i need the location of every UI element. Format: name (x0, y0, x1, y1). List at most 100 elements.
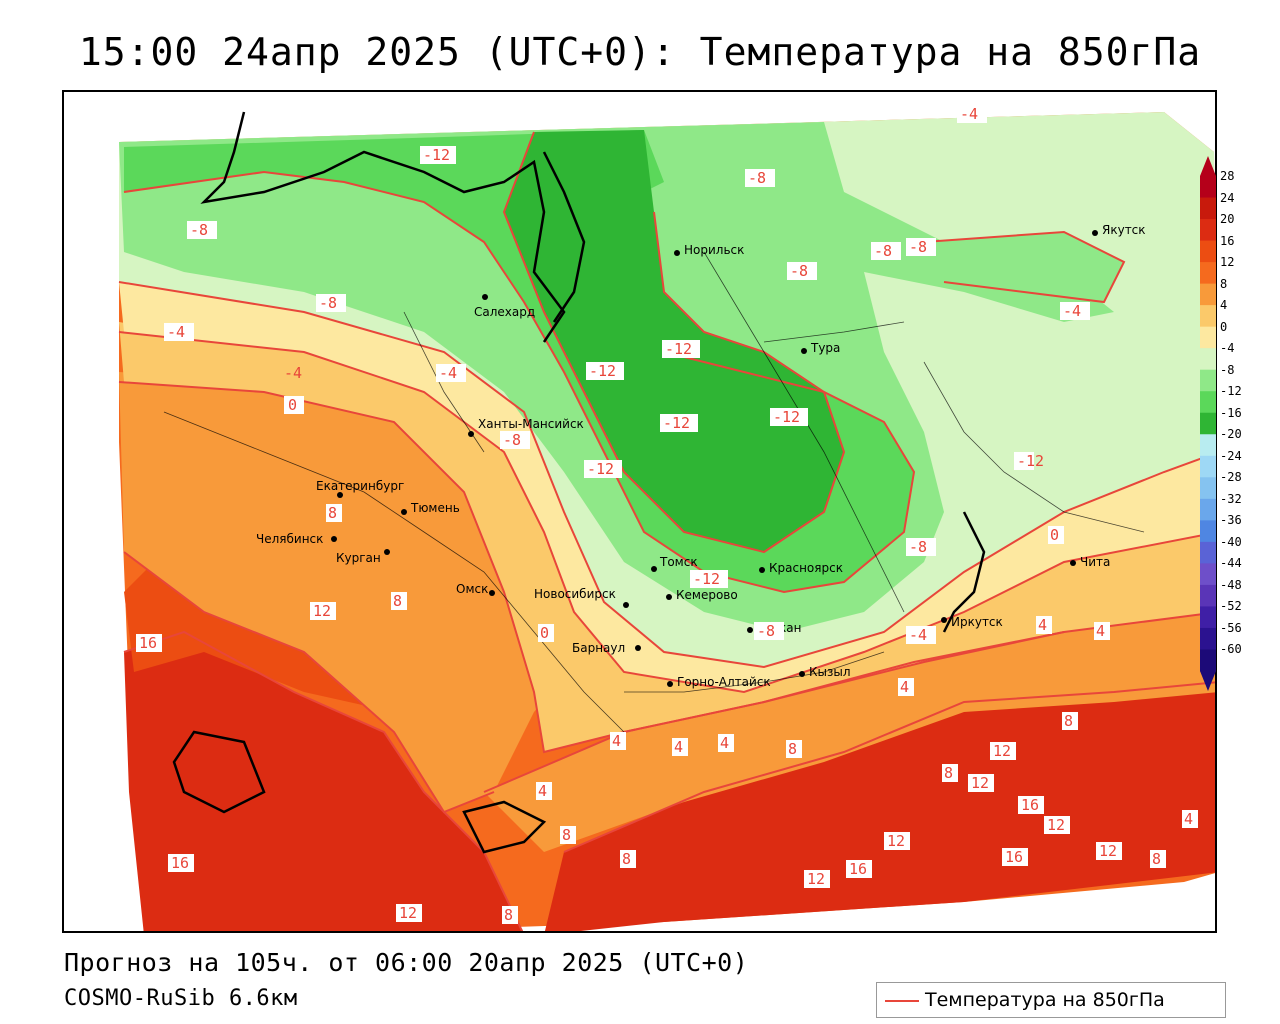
svg-text:Кызыл: Кызыл (809, 665, 851, 679)
isotherm-labels: -12 -4 -8 -8 -8 -8 -8 -8 -4 -4 -4 0 -8 -… (136, 105, 1198, 924)
svg-text:16: 16 (1005, 848, 1023, 866)
svg-text:Барнаул: Барнаул (572, 641, 625, 655)
iso-label: 12 (990, 742, 1016, 760)
city-yakutsk: Якутск (1092, 223, 1146, 237)
svg-text:-8: -8 (909, 238, 927, 256)
svg-text:-8: -8 (503, 431, 521, 449)
svg-text:16: 16 (139, 634, 157, 652)
svg-text:12: 12 (313, 602, 331, 620)
scale-swatch (1200, 606, 1216, 629)
iso-label: 4 (536, 782, 552, 800)
iso-label: 12 (310, 602, 336, 620)
svg-text:8: 8 (944, 764, 953, 782)
svg-text:4: 4 (538, 782, 547, 800)
svg-text:4: 4 (720, 734, 729, 752)
scale-swatch (1200, 176, 1216, 199)
iso-label: -8 (187, 221, 217, 239)
svg-text:8: 8 (1064, 712, 1073, 730)
svg-text:12: 12 (1099, 842, 1117, 860)
city-markers: Норильск Якутск Салехард Тура Ханты-Манс… (256, 223, 1146, 689)
scale-tick-label: -4 (1220, 341, 1235, 356)
iso-label: 4 (1094, 622, 1110, 640)
scale-tick-label: 28 (1220, 169, 1235, 183)
svg-text:Норильск: Норильск (684, 243, 744, 257)
scale-arrow-top (1200, 156, 1216, 176)
svg-text:-12: -12 (665, 340, 692, 358)
svg-text:Салехард: Салехард (474, 305, 535, 319)
iso-label: 8 (502, 906, 518, 924)
page-title: 15:00 24апр 2025 (UTC+0): Температура на… (78, 30, 1202, 74)
svg-text:-12: -12 (663, 414, 690, 432)
iso-label: -4 (1060, 302, 1090, 320)
svg-text:Ханты-Мансийск: Ханты-Мансийск (478, 417, 584, 431)
iso-label: 12 (1044, 816, 1070, 834)
field-light-green-east (924, 232, 1124, 302)
svg-text:8: 8 (622, 850, 631, 868)
iso-label: 12 (1096, 842, 1122, 860)
forecast-info: Прогноз на 105ч. от 06:00 20апр 2025 (UT… (64, 948, 749, 977)
city-novosibirsk: Новосибирск (534, 587, 629, 608)
iso-label: 4 (718, 734, 734, 752)
iso-label: 12 (396, 904, 422, 922)
svg-text:-4: -4 (167, 323, 185, 341)
svg-text:Курган: Курган (336, 551, 381, 565)
svg-text:4: 4 (1184, 810, 1193, 828)
admin-borders (163, 251, 1145, 733)
city-kurgan: Курган (336, 549, 390, 565)
city-chelyabinsk: Челябинск (256, 532, 337, 546)
svg-text:8: 8 (504, 906, 513, 924)
iso-label: -4 (957, 105, 987, 123)
scale-swatch (1200, 498, 1216, 521)
iso-label: -8 (871, 242, 901, 260)
svg-text:0: 0 (1050, 526, 1059, 544)
iso-label: -12 (770, 408, 808, 426)
iso-label: 8 (391, 592, 407, 610)
scale-arrow-bottom (1200, 671, 1216, 691)
svg-text:Тюмень: Тюмень (410, 501, 460, 515)
svg-text:8: 8 (562, 826, 571, 844)
scale-tick-label: -8 (1220, 362, 1235, 377)
iso-label: 8 (560, 826, 576, 844)
iso-label: 8 (1062, 712, 1078, 730)
city-tomsk: Томск (651, 555, 698, 572)
iso-label: -8 (500, 431, 530, 449)
city-tura: Тура (801, 341, 840, 355)
field-orange-southeast (484, 612, 1215, 852)
svg-text:8: 8 (393, 592, 402, 610)
svg-text:Красноярск: Красноярск (769, 561, 843, 575)
svg-text:-12: -12 (589, 362, 616, 380)
svg-text:Кемерово: Кемерово (676, 588, 738, 602)
svg-text:-12: -12 (423, 146, 450, 164)
city-krasnoyarsk: Красноярск (759, 561, 843, 575)
field-yellow-band (119, 322, 1215, 752)
city-gorno-altaysk: Горно-Алтайск (667, 675, 771, 689)
svg-text:Чита: Чита (1080, 555, 1110, 569)
iso-label: -12 (586, 362, 624, 380)
svg-text:-4: -4 (960, 105, 978, 123)
scale-swatch (1200, 391, 1216, 414)
svg-text:12: 12 (1047, 816, 1065, 834)
iso-label: 8 (942, 764, 958, 782)
iso-label: -8 (745, 169, 775, 187)
iso-label: 8 (1150, 850, 1166, 868)
svg-text:-12: -12 (773, 408, 800, 426)
svg-text:-12: -12 (693, 570, 720, 588)
scale-tick-label: -16 (1220, 405, 1242, 420)
iso-label: 8 (326, 504, 342, 522)
scale-tick-label: 8 (1220, 276, 1228, 291)
field-hot-southeast (544, 682, 1215, 931)
svg-text:16: 16 (171, 854, 189, 872)
scale-swatch (1200, 219, 1216, 242)
svg-text:4: 4 (900, 678, 909, 696)
iso-label: 12 (884, 832, 910, 850)
iso-label: -12 (660, 414, 698, 432)
iso-label: -12 (584, 460, 622, 478)
model-name: COSMO-RuSib 6.6км (64, 986, 298, 1011)
scale-tick-label: -32 (1220, 491, 1242, 506)
svg-text:8: 8 (1152, 850, 1161, 868)
scale-tick-label: -60 (1220, 642, 1242, 657)
temperature-map: Норильск Якутск Салехард Тура Ханты-Манс… (118, 105, 1215, 931)
scale-tick-label: -48 (1220, 577, 1242, 592)
city-kemerovo: Кемерово (666, 588, 738, 602)
svg-text:Екатеринбург: Екатеринбург (316, 479, 404, 493)
